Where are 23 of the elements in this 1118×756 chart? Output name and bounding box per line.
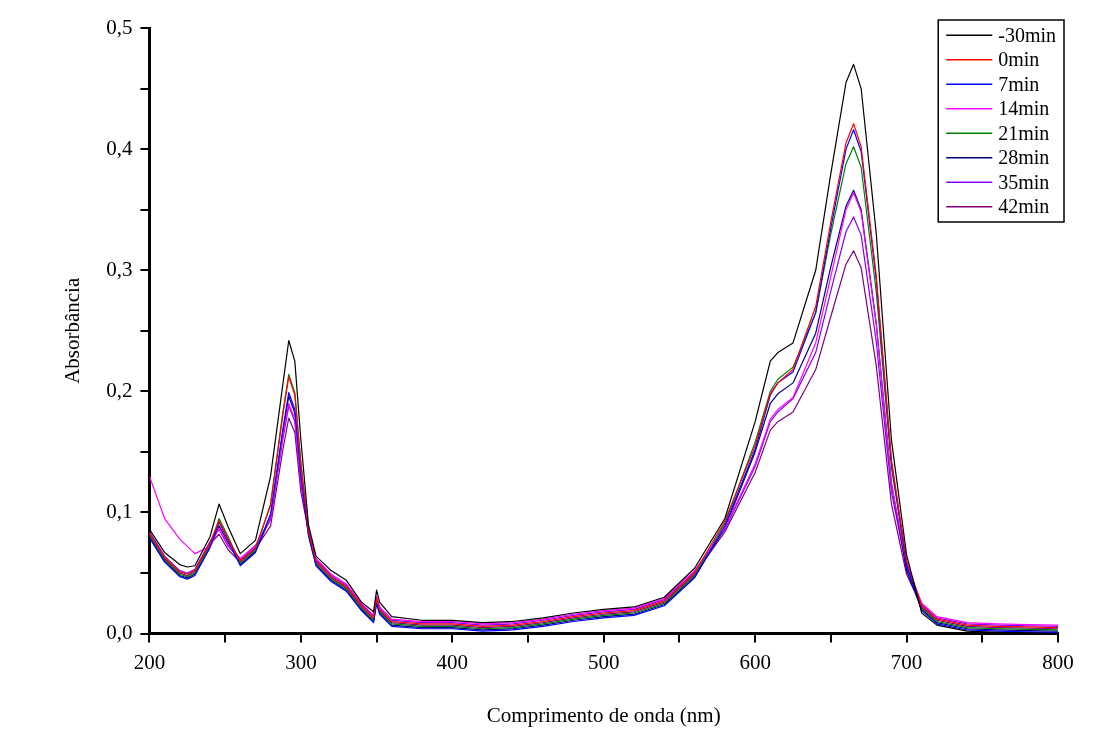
y-axis-title: Absorbância (60, 277, 85, 384)
legend-label: 14min (998, 97, 1050, 119)
y-tick-label: 0,1 (106, 499, 133, 523)
y-tick-label: 0,0 (106, 620, 133, 645)
x-tick-label: 200 (133, 649, 166, 674)
y-tick-label: 0,3 (106, 256, 133, 281)
x-tick-label: 700 (890, 649, 923, 674)
legend-label: 0min (998, 48, 1040, 70)
legend-label: -30min (998, 23, 1057, 46)
x-tick-label: 300 (285, 649, 317, 674)
legend-label: 42min (998, 195, 1050, 217)
legend-label: 21min (998, 121, 1050, 144)
x-tick-label: 600 (739, 649, 771, 674)
y-tick-label: 0,2 (106, 377, 133, 402)
y-tick-label: 0,5 (106, 14, 133, 39)
x-tick-label: 400 (436, 649, 469, 674)
legend-label: 35min (998, 170, 1050, 193)
y-tick-label: 0,4 (106, 135, 133, 160)
x-tick-label: 800 (1042, 649, 1074, 674)
legend-label: 28min (998, 146, 1050, 168)
x-axis-title: Comprimento de onda (nm) (486, 702, 721, 727)
x-tick-label: 500 (587, 649, 620, 674)
legend-label: 7min (998, 72, 1040, 95)
